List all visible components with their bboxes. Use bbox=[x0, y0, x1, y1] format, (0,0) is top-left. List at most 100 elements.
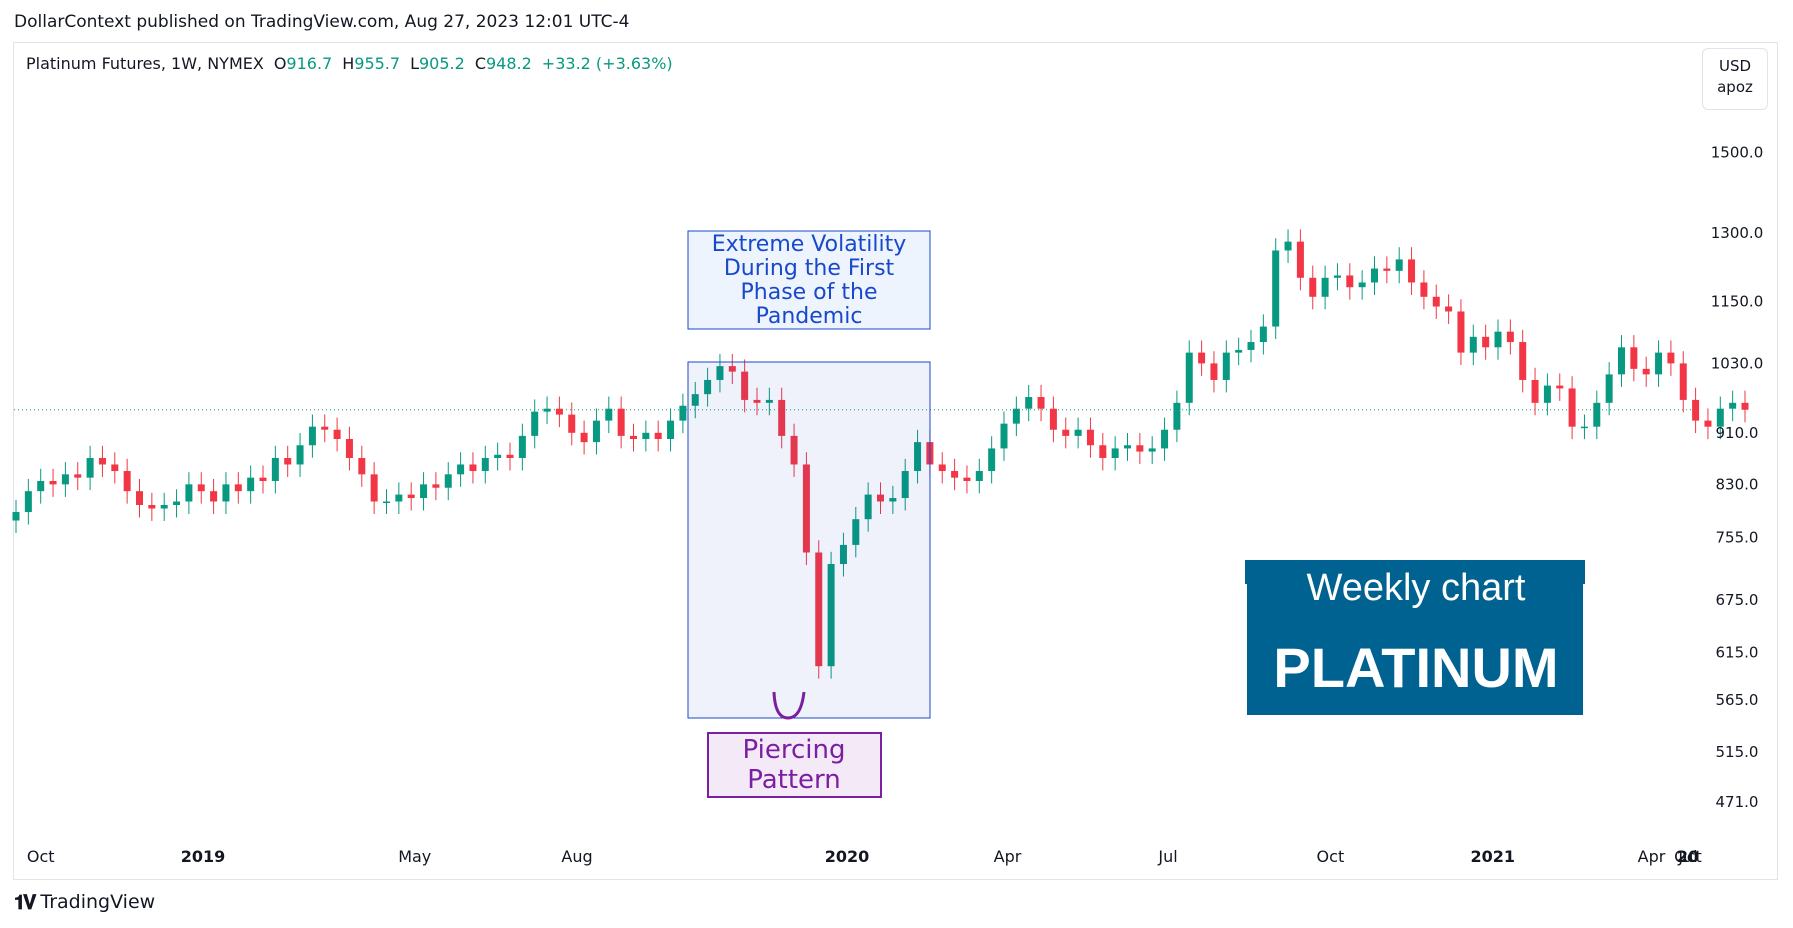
candle-body[interactable] bbox=[642, 432, 650, 439]
candle-body[interactable] bbox=[889, 498, 897, 502]
candle-body[interactable] bbox=[1469, 336, 1477, 353]
candle-body[interactable] bbox=[370, 474, 378, 502]
candle-body[interactable] bbox=[24, 491, 32, 513]
candle-body[interactable] bbox=[1210, 363, 1218, 380]
candle-body[interactable] bbox=[1284, 241, 1292, 251]
candle-body[interactable] bbox=[12, 512, 20, 521]
symbol-label[interactable]: Platinum Futures, 1W, NYMEX bbox=[26, 54, 264, 73]
candle-body[interactable] bbox=[1704, 420, 1712, 427]
candle-body[interactable] bbox=[222, 484, 230, 502]
candle-body[interactable] bbox=[778, 399, 786, 436]
candle-body[interactable] bbox=[1000, 423, 1008, 449]
candle-body[interactable] bbox=[1025, 397, 1033, 409]
candle-body[interactable] bbox=[1222, 352, 1230, 380]
candle-body[interactable] bbox=[1383, 268, 1391, 271]
candle-body[interactable] bbox=[469, 464, 477, 472]
candle-body[interactable] bbox=[1321, 277, 1329, 297]
candle-body[interactable] bbox=[345, 438, 353, 458]
candle-body[interactable] bbox=[728, 366, 736, 372]
candle-body[interactable] bbox=[457, 464, 465, 475]
candle-body[interactable] bbox=[901, 471, 909, 499]
currency-unit-button[interactable]: USD apoz bbox=[1702, 48, 1768, 110]
candle-body[interactable] bbox=[1012, 408, 1020, 424]
candle-body[interactable] bbox=[1358, 282, 1366, 288]
candle-body[interactable] bbox=[1667, 352, 1675, 364]
candle-body[interactable] bbox=[308, 426, 316, 446]
candle-body[interactable] bbox=[1296, 241, 1304, 278]
candle-body[interactable] bbox=[234, 484, 242, 492]
candle-body[interactable] bbox=[765, 399, 773, 403]
candle-body[interactable] bbox=[1556, 385, 1564, 389]
candle-body[interactable] bbox=[1074, 429, 1082, 436]
candle-body[interactable] bbox=[877, 494, 884, 502]
candle-body[interactable] bbox=[605, 408, 613, 421]
candle-body[interactable] bbox=[1543, 385, 1551, 403]
candle-body[interactable] bbox=[667, 420, 675, 439]
candle-body[interactable] bbox=[568, 414, 576, 433]
candle-body[interactable] bbox=[98, 457, 106, 465]
candle-body[interactable] bbox=[61, 474, 69, 485]
candle-body[interactable] bbox=[975, 471, 983, 482]
candle-body[interactable] bbox=[271, 457, 279, 482]
candle-body[interactable] bbox=[1272, 250, 1280, 327]
candle-body[interactable] bbox=[333, 429, 341, 439]
candle-body[interactable] bbox=[802, 464, 810, 553]
candle-body[interactable] bbox=[963, 477, 971, 482]
candle-body[interactable] bbox=[74, 474, 82, 478]
candle-body[interactable] bbox=[704, 379, 712, 395]
candle-body[interactable] bbox=[716, 366, 724, 380]
candle-body[interactable] bbox=[1568, 388, 1576, 427]
candle-body[interactable] bbox=[1247, 342, 1255, 350]
candle-body[interactable] bbox=[1531, 379, 1539, 403]
candle-body[interactable] bbox=[1642, 368, 1650, 375]
candle-body[interactable] bbox=[518, 435, 526, 458]
candle-body[interactable] bbox=[1679, 363, 1687, 400]
candle-body[interactable] bbox=[1506, 331, 1514, 343]
candle-body[interactable] bbox=[148, 504, 156, 509]
candle-body[interactable] bbox=[617, 408, 625, 436]
candle-body[interactable] bbox=[543, 408, 551, 412]
candle-body[interactable] bbox=[1716, 408, 1724, 427]
candle-body[interactable] bbox=[741, 371, 749, 400]
candle-body[interactable] bbox=[136, 491, 143, 505]
candle-body[interactable] bbox=[1309, 277, 1317, 297]
candle-body[interactable] bbox=[1519, 342, 1527, 380]
candle-body[interactable] bbox=[1741, 402, 1749, 410]
candle-body[interactable] bbox=[1333, 275, 1341, 278]
candle-body[interactable] bbox=[790, 435, 798, 465]
candle-body[interactable] bbox=[938, 464, 946, 472]
candle-body[interactable] bbox=[494, 454, 502, 458]
price-axis[interactable]: 1500.0 1300.0 1150.0 1030.0 910.0 830.0 755.0 6… bbox=[1711, 144, 1764, 811]
candle-body[interactable] bbox=[630, 435, 637, 439]
candle-body[interactable] bbox=[420, 484, 428, 499]
candle-body[interactable] bbox=[506, 454, 514, 458]
candle-body[interactable] bbox=[1185, 352, 1193, 403]
candle-body[interactable] bbox=[753, 399, 761, 403]
candle-body[interactable] bbox=[1371, 268, 1378, 283]
candle-body[interactable] bbox=[951, 471, 959, 478]
candle-body[interactable] bbox=[1630, 347, 1638, 369]
candle-body[interactable] bbox=[197, 484, 205, 492]
candle-body[interactable] bbox=[852, 519, 860, 545]
candle-body[interactable] bbox=[1420, 282, 1428, 297]
candle-body[interactable] bbox=[321, 426, 329, 430]
candle-body[interactable] bbox=[531, 411, 539, 436]
candle-body[interactable] bbox=[358, 457, 366, 475]
candle-body[interactable] bbox=[1457, 311, 1465, 353]
candle-body[interactable] bbox=[1086, 429, 1094, 446]
candle-body[interactable] bbox=[679, 405, 687, 421]
candle-body[interactable] bbox=[1408, 259, 1416, 283]
candle-body[interactable] bbox=[1173, 402, 1181, 430]
candle-body[interactable] bbox=[1346, 275, 1354, 288]
candle-body[interactable] bbox=[988, 448, 996, 472]
candle-body[interactable] bbox=[1259, 326, 1267, 343]
candle-body[interactable] bbox=[123, 471, 131, 492]
time-axis[interactable]: Oct 2019 May Aug 2020 Apr Jul Oct 2021 Apr JulOct2… bbox=[27, 847, 1702, 866]
candle-body[interactable] bbox=[1136, 445, 1144, 452]
candle-body[interactable] bbox=[284, 457, 292, 465]
candle-body[interactable] bbox=[1099, 445, 1107, 458]
candle-body[interactable] bbox=[1432, 296, 1440, 307]
candle-body[interactable] bbox=[1618, 347, 1625, 375]
candle-body[interactable] bbox=[383, 501, 390, 504]
candle-body[interactable] bbox=[654, 432, 662, 439]
